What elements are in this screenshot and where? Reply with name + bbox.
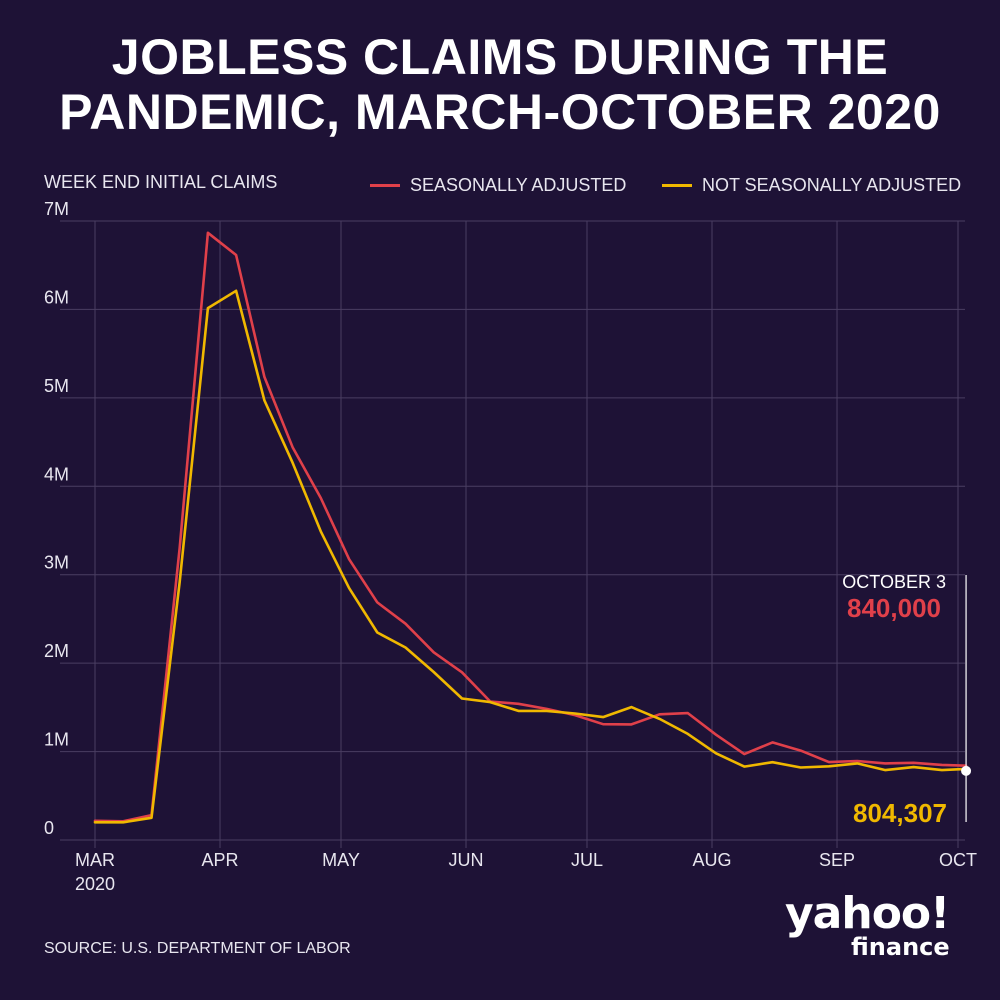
x-tick-sublabel: 2020 <box>75 874 115 894</box>
annotation-marker <box>961 765 972 776</box>
legend-label-not-seasonal: NOT SEASONALLY ADJUSTED <box>702 175 962 195</box>
x-tick-label: SEP <box>819 850 855 870</box>
annotation-value-seasonal: 840,000 <box>847 593 941 623</box>
annotation-date: OCTOBER 3 <box>842 572 946 592</box>
legend-label-seasonal: SEASONALLY ADJUSTED <box>410 175 627 195</box>
y-tick-label: 3M <box>44 553 69 573</box>
y-tick-label: 6M <box>44 287 69 307</box>
x-tick-label: MAR <box>75 850 115 870</box>
legend-swatch-not-seasonal <box>662 184 692 187</box>
source-note: SOURCE: U.S. DEPARTMENT OF LABOR <box>44 940 351 957</box>
series-line-seasonal <box>93 231 968 823</box>
y-tick-label: 1M <box>44 730 69 750</box>
y-tick-label: 2M <box>44 641 69 661</box>
legend-item-not-seasonal: NOT SEASONALLY ADJUSTED <box>662 175 961 196</box>
series-line-not-seasonal <box>93 289 968 824</box>
logo-wordmark-finance: finance <box>851 933 950 961</box>
chart-title-line-2: PANDEMIC, MARCH-OCTOBER 2020 <box>59 84 941 140</box>
x-tick-label: JUL <box>571 850 603 870</box>
x-tick-label: MAY <box>322 850 360 870</box>
chart-title-line-1: JOBLESS CLAIMS DURING THE <box>111 29 889 85</box>
yahoo-finance-logo: yahoo! finance <box>785 892 965 972</box>
y-tick-label: 7M <box>44 199 69 219</box>
legend-item-seasonal: SEASONALLY ADJUSTED <box>370 175 626 196</box>
annotation-value-not-seasonal: 804,307 <box>853 798 947 828</box>
logo-wordmark-yahoo: yahoo! <box>785 888 950 939</box>
y-axis-label: WEEK END INITIAL CLAIMS <box>44 172 278 192</box>
y-tick-label: 4M <box>44 464 69 484</box>
y-tick-label: 0 <box>44 818 54 838</box>
legend-swatch-seasonal <box>370 184 400 187</box>
x-tick-label: AUG <box>692 850 731 870</box>
chart-title: JOBLESS CLAIMS DURING THE PANDEMIC, MARC… <box>0 30 1000 140</box>
x-tick-label: OCT <box>939 850 977 870</box>
x-tick-label: APR <box>202 850 239 870</box>
x-tick-label: JUN <box>449 850 484 870</box>
y-tick-label: 5M <box>44 376 69 396</box>
